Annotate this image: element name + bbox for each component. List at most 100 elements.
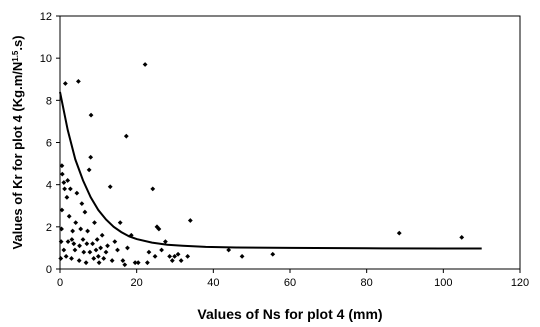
data-point bbox=[76, 258, 82, 263]
data-point bbox=[66, 213, 72, 219]
plot-area bbox=[59, 15, 521, 270]
data-point bbox=[107, 184, 113, 190]
data-point bbox=[115, 247, 120, 253]
y-axis: 0 2 4 6 8 10 12 bbox=[40, 11, 60, 276]
data-point bbox=[86, 167, 92, 173]
data-point bbox=[99, 232, 105, 238]
y-tick-label: 4 bbox=[46, 180, 52, 192]
data-point bbox=[69, 256, 74, 261]
data-point bbox=[90, 241, 95, 247]
data-point bbox=[135, 260, 141, 266]
data-point bbox=[73, 220, 79, 226]
data-point bbox=[185, 253, 191, 259]
data-point bbox=[101, 256, 107, 261]
data-point bbox=[67, 186, 73, 192]
x-tick-label: 60 bbox=[284, 277, 296, 289]
data-point bbox=[70, 228, 76, 234]
data-point bbox=[81, 249, 87, 255]
x-tick-label: 100 bbox=[434, 277, 452, 289]
data-point bbox=[172, 253, 178, 259]
data-point bbox=[146, 249, 152, 255]
data-point bbox=[154, 224, 160, 230]
data-point bbox=[84, 241, 90, 247]
data-point bbox=[103, 249, 109, 255]
data-point bbox=[59, 226, 64, 232]
y-axis-title-main: Values of Kr for plot 4 (Kg.m/N bbox=[10, 62, 25, 250]
x-tick-label: 80 bbox=[361, 277, 373, 289]
data-point bbox=[123, 133, 129, 139]
data-point bbox=[61, 180, 67, 185]
data-point bbox=[169, 258, 175, 263]
y-tick-label: 6 bbox=[46, 138, 52, 150]
data-point bbox=[72, 247, 78, 253]
data-point bbox=[76, 78, 81, 84]
data-point bbox=[187, 218, 193, 223]
y-tick-label: 2 bbox=[46, 222, 52, 234]
data-point bbox=[85, 228, 90, 234]
data-point bbox=[112, 239, 118, 244]
data-point bbox=[98, 245, 104, 251]
data-point bbox=[226, 247, 232, 253]
y-axis-title-end: .s) bbox=[10, 35, 25, 50]
data-point bbox=[152, 253, 158, 259]
y-tick-label: 8 bbox=[46, 95, 52, 107]
data-point bbox=[63, 253, 69, 259]
data-point bbox=[122, 262, 128, 268]
data-point bbox=[95, 253, 101, 259]
data-point bbox=[82, 209, 88, 215]
data-point bbox=[128, 232, 134, 238]
data-point bbox=[65, 178, 71, 183]
x-axis-title: Values of Ns for plot 4 (mm) bbox=[197, 306, 382, 322]
data-point bbox=[92, 220, 97, 226]
y-tick-label: 12 bbox=[40, 11, 52, 23]
data-point bbox=[125, 245, 130, 251]
data-point bbox=[120, 258, 126, 263]
data-point bbox=[117, 220, 123, 226]
x-tick-label: 20 bbox=[131, 277, 143, 289]
fit-curve bbox=[59, 91, 482, 250]
data-point bbox=[270, 251, 276, 257]
data-point bbox=[396, 230, 402, 236]
data-point bbox=[91, 256, 97, 261]
data-point bbox=[80, 237, 86, 242]
data-points bbox=[58, 62, 465, 268]
data-point bbox=[59, 207, 65, 213]
data-point bbox=[109, 258, 115, 263]
data-point bbox=[96, 260, 102, 266]
data-point bbox=[105, 243, 110, 249]
data-point bbox=[175, 251, 181, 257]
data-point bbox=[239, 253, 245, 259]
y-tick-label: 10 bbox=[40, 53, 52, 65]
y-axis-title-exponent: 1.5 bbox=[11, 50, 20, 62]
data-point bbox=[62, 81, 68, 86]
data-point bbox=[59, 171, 65, 177]
data-point bbox=[59, 163, 65, 169]
data-point bbox=[150, 186, 156, 192]
data-point bbox=[88, 112, 94, 118]
data-point bbox=[74, 190, 80, 196]
y-tick-label: 0 bbox=[46, 264, 52, 276]
data-point bbox=[79, 201, 85, 207]
data-point bbox=[58, 239, 64, 244]
data-point bbox=[142, 62, 148, 67]
x-tick-label: 0 bbox=[57, 277, 63, 289]
data-point bbox=[87, 249, 93, 255]
data-point bbox=[88, 154, 94, 160]
data-point bbox=[77, 243, 82, 249]
data-point bbox=[145, 260, 150, 266]
data-point bbox=[94, 237, 100, 242]
data-point bbox=[156, 226, 162, 232]
data-point bbox=[459, 234, 465, 240]
x-tick-label: 120 bbox=[511, 277, 529, 289]
data-point bbox=[69, 237, 75, 242]
data-point bbox=[167, 253, 173, 259]
x-axis: 0 20 40 60 80 100 120 bbox=[57, 269, 529, 289]
data-point bbox=[178, 258, 184, 263]
x-tick-label: 40 bbox=[207, 277, 219, 289]
data-point bbox=[58, 256, 64, 261]
data-point bbox=[64, 194, 70, 200]
data-point bbox=[163, 239, 168, 244]
data-point bbox=[93, 247, 99, 253]
data-point bbox=[61, 247, 67, 253]
